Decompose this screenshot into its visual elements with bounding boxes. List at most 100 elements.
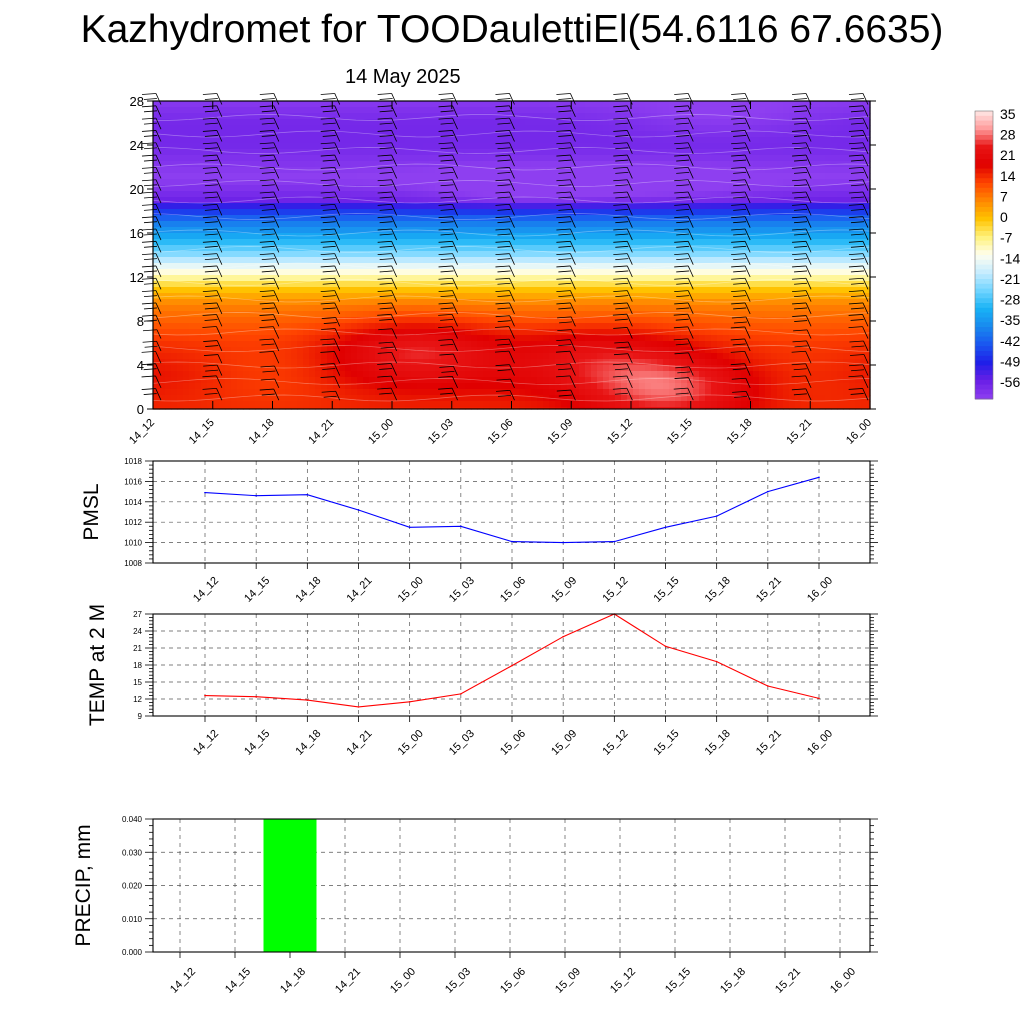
field-cell (855, 281, 862, 288)
field-cell (213, 215, 220, 222)
field-cell (825, 131, 832, 138)
field-cell (375, 173, 382, 180)
field-cell (417, 197, 424, 204)
field-cell (531, 167, 538, 174)
field-cell (201, 149, 208, 156)
field-cell (639, 173, 646, 180)
field-cell (411, 335, 418, 342)
field-cell (393, 275, 400, 282)
field-cell (273, 311, 280, 318)
field-cell (507, 269, 514, 276)
field-cell (627, 161, 634, 168)
field-cell (627, 287, 634, 294)
field-cell (171, 185, 178, 192)
field-cell (603, 179, 610, 186)
field-cell (549, 221, 556, 228)
field-cell (729, 137, 736, 144)
field-cell (159, 281, 166, 288)
field-cell (219, 293, 226, 300)
field-cell (639, 323, 646, 330)
field-cell (429, 239, 436, 246)
field-cell (285, 179, 292, 186)
field-cell (489, 185, 496, 192)
field-cell (651, 233, 658, 240)
field-cell (639, 299, 646, 306)
field-cell (597, 203, 604, 210)
field-cell (603, 335, 610, 342)
field-cell (309, 113, 316, 120)
field-cell (441, 179, 448, 186)
field-cell (531, 227, 538, 234)
field-cell (447, 293, 454, 300)
field-cell (291, 257, 298, 264)
field-cell (423, 203, 430, 210)
field-cell (399, 239, 406, 246)
field-cell (753, 257, 760, 264)
field-cell (207, 101, 214, 108)
field-cell (531, 305, 538, 312)
field-cell (189, 299, 196, 306)
field-cell (291, 125, 298, 132)
field-cell (525, 125, 532, 132)
field-cell (591, 161, 598, 168)
field-cell (555, 119, 562, 126)
field-cell (309, 281, 316, 288)
field-cell (801, 317, 808, 324)
field-cell (441, 323, 448, 330)
field-cell (447, 329, 454, 336)
field-cell (867, 299, 871, 306)
field-cell (345, 173, 352, 180)
field-cell (477, 263, 484, 270)
field-cell (645, 107, 652, 114)
field-cell (843, 311, 850, 318)
field-cell (345, 119, 352, 126)
field-cell (225, 113, 232, 120)
field-cell (531, 131, 538, 138)
field-cell (363, 107, 370, 114)
field-cell (519, 335, 526, 342)
field-cell (231, 137, 238, 144)
field-cell (663, 245, 670, 252)
field-cell (549, 269, 556, 276)
field-cell (525, 131, 532, 138)
field-cell (207, 323, 214, 330)
field-cell (831, 221, 838, 228)
field-cell (813, 233, 820, 240)
field-cell (177, 167, 184, 174)
field-cell (549, 329, 556, 336)
field-cell (735, 335, 742, 342)
field-cell (669, 269, 676, 276)
field-cell (507, 113, 514, 120)
field-cell (591, 305, 598, 312)
field-cell (417, 119, 424, 126)
field-cell (441, 245, 448, 252)
field-cell (423, 281, 430, 288)
field-cell (723, 101, 730, 108)
field-cell (795, 137, 802, 144)
field-cell (447, 335, 454, 342)
field-cell (831, 245, 838, 252)
field-cell (357, 107, 364, 114)
field-cell (783, 203, 790, 210)
field-cell (585, 299, 592, 306)
field-cell (675, 215, 682, 222)
field-cell (741, 191, 748, 198)
field-cell (237, 191, 244, 198)
field-cell (423, 119, 430, 126)
field-cell (339, 179, 346, 186)
field-cell (849, 191, 856, 198)
field-cell (537, 173, 544, 180)
field-cell (591, 245, 598, 252)
field-cell (285, 101, 292, 108)
field-cell (693, 221, 700, 228)
field-cell (543, 173, 550, 180)
field-cell (729, 107, 736, 114)
field-cell (213, 269, 220, 276)
field-cell (711, 167, 718, 174)
field-cell (363, 143, 370, 150)
field-cell (687, 269, 694, 276)
field-cell (291, 299, 298, 306)
field-cell (321, 317, 328, 324)
field-cell (579, 275, 586, 282)
field-cell (519, 161, 526, 168)
